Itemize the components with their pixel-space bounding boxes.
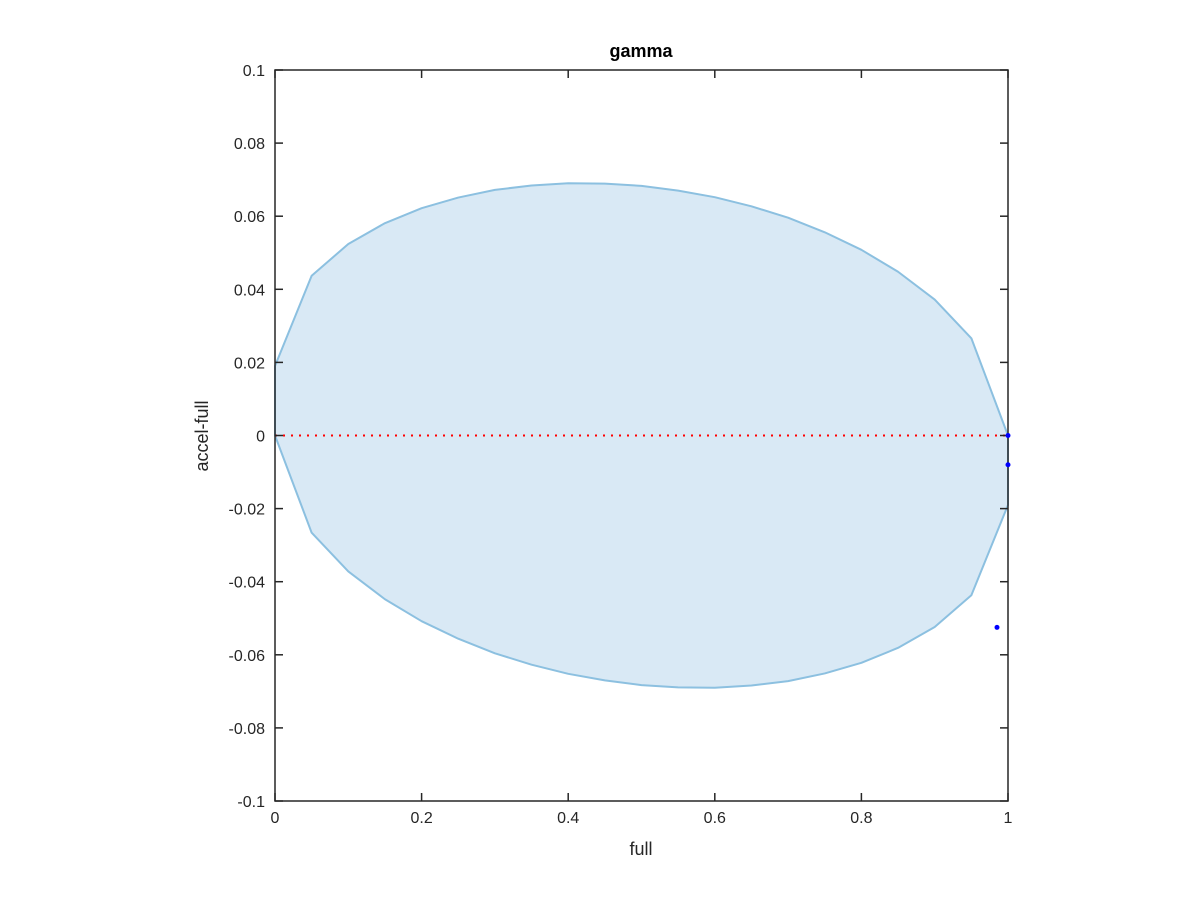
y-tick-label: -0.08 [229,721,266,738]
x-tick-label: 0.8 [850,810,872,827]
y-tick-label: 0.02 [234,355,265,372]
data-point [1005,462,1011,468]
chart-title: gamma [609,41,673,61]
x-tick-label: 0 [271,810,280,827]
y-tick-label: -0.02 [229,502,266,519]
y-tick-label: 0.06 [234,209,265,226]
ellipse-region [274,182,1009,689]
y-tick-label: 0 [256,429,265,446]
y-tick-label: -0.06 [229,648,266,665]
y-tick-label: 0.04 [234,282,265,299]
data-point [1005,433,1011,438]
y-tick-label: -0.04 [229,575,266,592]
x-tick-label: 0.6 [704,810,726,827]
y-axis-label: accel-full [192,400,212,471]
data-point [994,624,1000,630]
x-axis-label: full [629,839,652,859]
y-tick-label: 0.08 [234,136,265,153]
x-tick-label: 0.4 [557,810,579,827]
x-tick-label: 0.2 [410,810,432,827]
x-tick-label: 1 [1004,810,1013,827]
y-tick-label: 0.1 [243,63,265,80]
y-tick-label: -0.1 [237,794,265,811]
